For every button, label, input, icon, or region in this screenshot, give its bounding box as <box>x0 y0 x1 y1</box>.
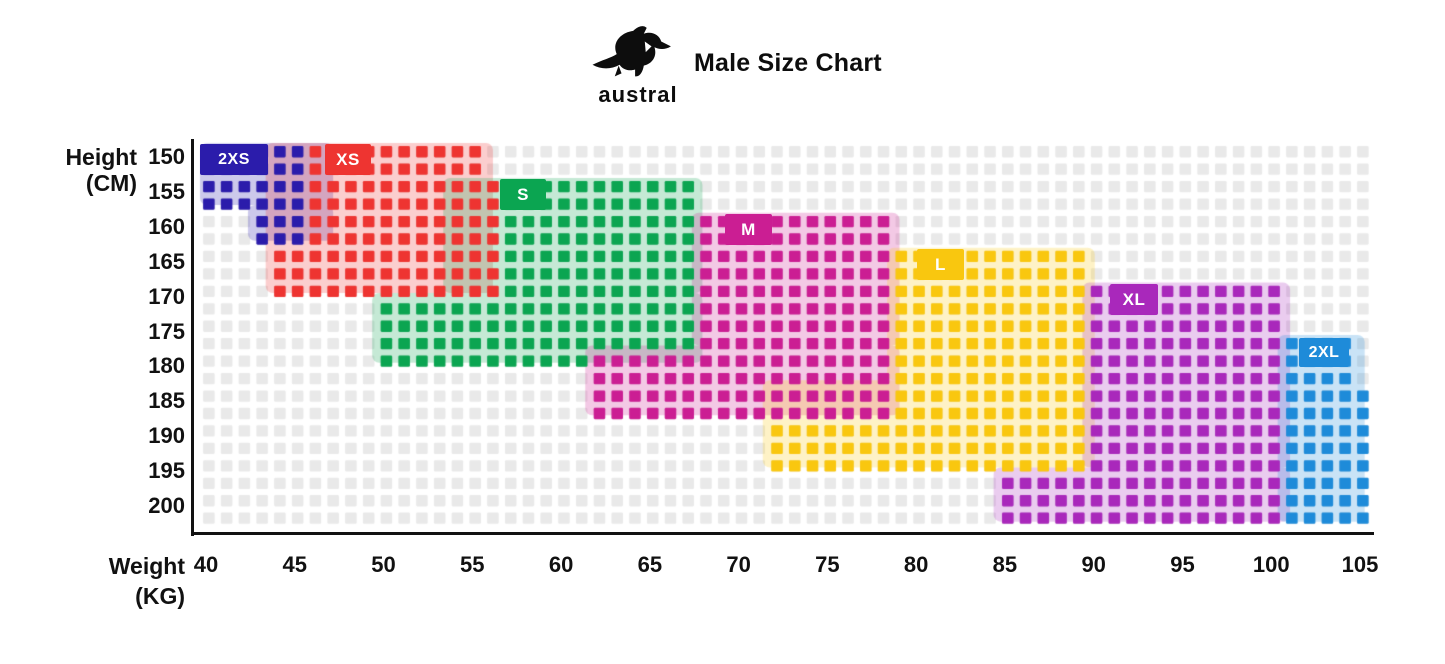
y-tick-175: 175 <box>148 318 185 344</box>
x-tick-100: 100 <box>1252 552 1290 577</box>
y-tick-170: 170 <box>148 283 185 309</box>
size-label-m: M <box>725 214 772 245</box>
size-label-s: S <box>500 179 546 210</box>
x-tick-55: 55 <box>460 552 485 577</box>
size-label-2xs: 2XS <box>200 144 268 175</box>
x-tick-90: 90 <box>1081 552 1106 577</box>
x-tick-70: 70 <box>726 552 751 577</box>
x-tick-75: 75 <box>815 552 840 577</box>
x-tick-105: 105 <box>1341 552 1379 577</box>
y-tick-150: 150 <box>148 144 185 169</box>
x-tick-95: 95 <box>1170 552 1195 577</box>
y-tick-190: 190 <box>148 423 185 449</box>
size-label-xs: XS <box>325 144 371 175</box>
y-tick-160: 160 <box>148 213 185 239</box>
size-label-l: L <box>917 249 964 280</box>
x-tick-80: 80 <box>903 552 929 577</box>
y-tick-180: 180 <box>148 353 185 379</box>
y-tick-195: 195 <box>148 458 185 484</box>
x-tick-50: 50 <box>371 552 396 577</box>
x-tick-65: 65 <box>637 552 663 577</box>
y-tick-200: 200 <box>148 493 185 518</box>
x-tick-40: 40 <box>193 552 219 577</box>
size-label-xl: XL <box>1110 284 1158 315</box>
x-tick-60: 60 <box>548 552 574 577</box>
y-tick-155: 155 <box>148 178 185 204</box>
size-label-2xl: 2XL <box>1299 338 1349 367</box>
x-tick-85: 85 <box>992 552 1018 577</box>
y-tick-165: 165 <box>148 248 185 274</box>
x-tick-45: 45 <box>282 552 307 577</box>
y-tick-185: 185 <box>148 388 185 414</box>
